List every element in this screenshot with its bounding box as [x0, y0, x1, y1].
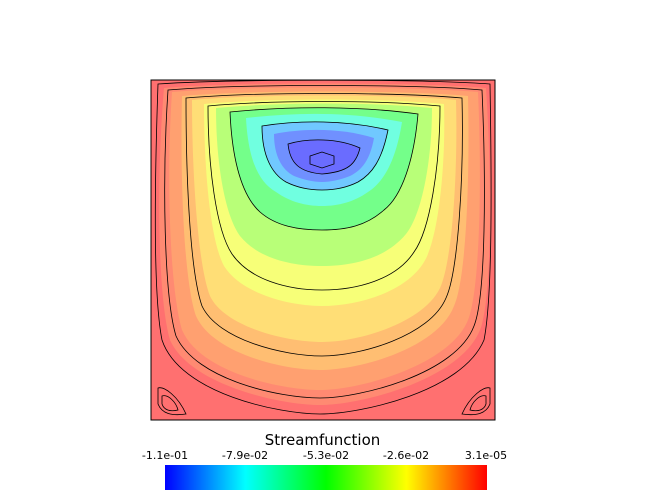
colorbar-tick-label: -7.9e-02	[221, 449, 269, 462]
corner-vortex-right-outer	[461, 387, 491, 416]
colorbar-tick-label: 3.1e-05	[464, 449, 508, 462]
contour-field	[151, 80, 495, 420]
contour-line-4	[207, 101, 441, 291]
corner-vortex-left-outer	[157, 387, 187, 416]
corner-vortex-left-inner	[161, 395, 179, 412]
contour-line-7	[287, 139, 361, 175]
colorbar	[165, 465, 487, 490]
colorbar-tick-label: -2.6e-02	[382, 449, 430, 462]
contour-line-8	[309, 151, 335, 169]
colorbar-tick-label: -5.3e-02	[302, 449, 350, 462]
colorbar-tick-label: -1.1e-01	[141, 449, 189, 462]
contour-line-5	[229, 107, 419, 231]
contour-band-11	[288, 139, 360, 174]
contour-lines	[154, 80, 492, 416]
plot-frame	[150, 79, 496, 421]
contour-line-1	[154, 80, 492, 415]
contour-line-6	[261, 121, 389, 191]
contour-line-3	[185, 93, 463, 357]
contour-line-2	[164, 85, 485, 399]
colorbar-title: Streamfunction	[264, 431, 381, 449]
corner-vortex-right-inner	[469, 395, 487, 412]
